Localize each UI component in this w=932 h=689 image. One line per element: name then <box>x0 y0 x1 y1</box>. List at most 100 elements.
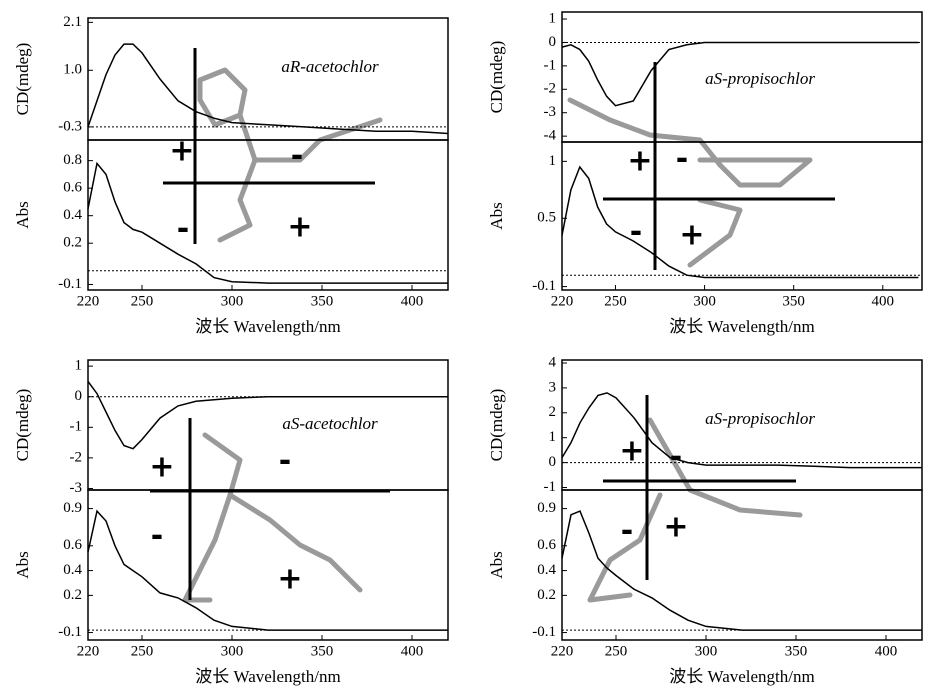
x-tick-label: 300 <box>221 643 244 659</box>
y-tick-label: 0.2 <box>63 235 82 251</box>
y-tick-label: -0.1 <box>58 624 82 640</box>
y-axis-label: CD(mdeg) <box>487 41 506 114</box>
y-tick-label: -0.1 <box>532 278 556 294</box>
x-tick-label: 300 <box>693 293 716 309</box>
chirality-sign: + <box>169 134 194 169</box>
x-tick-label: 350 <box>782 293 805 309</box>
molecule-label: aS-propisochlor <box>705 409 815 428</box>
y-tick-label: -0.1 <box>532 624 556 640</box>
chirality-sign: - <box>151 519 163 554</box>
spectrum-line <box>88 381 448 448</box>
x-tick-label: 220 <box>551 643 574 659</box>
y-tick-label: 1 <box>549 10 557 26</box>
y-tick-label: 0.8 <box>63 152 82 168</box>
y-tick-label: 2.1 <box>63 14 82 30</box>
spectrum-line <box>88 511 448 630</box>
spectrum-line <box>562 511 922 630</box>
x-axis-label: 波长 Wavelength/nm <box>669 667 814 686</box>
y-tick-label: 2 <box>549 404 557 420</box>
molecule <box>185 495 230 600</box>
x-tick-label: 350 <box>311 293 334 309</box>
y-axis-label: CD(mdeg) <box>487 389 506 462</box>
chirality-sign: + <box>277 562 302 597</box>
chirality-sign: + <box>619 434 644 469</box>
y-tick-label: 0.4 <box>537 562 556 578</box>
plot-frame <box>562 142 922 290</box>
x-tick-label: 400 <box>401 643 424 659</box>
y-axis-label: Abs <box>13 551 32 578</box>
chirality-sign: - <box>676 142 688 177</box>
y-axis-label: Abs <box>487 202 506 229</box>
x-tick-label: 250 <box>605 643 628 659</box>
x-tick-label: 250 <box>131 643 154 659</box>
y-tick-label: 0 <box>549 454 557 470</box>
y-tick-label: 1.0 <box>63 62 82 78</box>
x-axis-label: 波长 Wavelength/nm <box>669 317 814 336</box>
figure: 2.11.0-0.3CD(mdeg)aR-acetochlor+--+0.80.… <box>0 0 932 689</box>
spectrum-line <box>562 393 922 468</box>
chirality-sign: + <box>663 510 688 545</box>
molecule-label: aS-acetochlor <box>282 414 378 433</box>
y-tick-label: -0.3 <box>58 118 82 134</box>
y-tick-label: 0.5 <box>537 210 556 226</box>
y-tick-label: -3 <box>544 104 557 120</box>
y-axis-label: Abs <box>487 551 506 578</box>
y-tick-label: 4 <box>549 354 557 370</box>
x-tick-label: 300 <box>695 643 718 659</box>
y-axis-label: CD(mdeg) <box>13 389 32 462</box>
y-tick-label: -2 <box>544 81 557 97</box>
y-tick-label: 0.9 <box>537 500 556 516</box>
y-tick-label: 0.6 <box>63 537 82 553</box>
chirality-sign: + <box>679 218 704 253</box>
y-tick-label: 0.2 <box>537 587 556 603</box>
chirality-sign: - <box>291 139 303 174</box>
chirality-sign: + <box>149 450 174 485</box>
molecule <box>240 115 380 160</box>
plot-frame <box>88 18 448 140</box>
chirality-sign: - <box>177 212 189 247</box>
x-axis-label: 波长 Wavelength/nm <box>195 317 340 336</box>
chirality-sign: + <box>287 210 312 245</box>
x-tick-label: 250 <box>604 293 627 309</box>
molecule <box>220 160 255 240</box>
chirality-sign: - <box>279 444 291 479</box>
y-tick-label: 0 <box>75 388 83 404</box>
x-tick-label: 400 <box>875 643 898 659</box>
y-tick-label: -1 <box>70 419 83 435</box>
y-tick-label: -1 <box>544 57 557 73</box>
x-axis-label: 波长 Wavelength/nm <box>195 667 340 686</box>
x-tick-label: 300 <box>221 293 244 309</box>
y-tick-label: -3 <box>70 480 83 496</box>
x-tick-label: 220 <box>551 293 574 309</box>
chirality-sign: - <box>621 514 633 549</box>
chirality-sign: + <box>627 144 652 179</box>
x-tick-label: 400 <box>872 293 895 309</box>
x-tick-label: 400 <box>401 293 424 309</box>
y-tick-label: -4 <box>544 128 557 144</box>
y-tick-label: 0.2 <box>63 587 82 603</box>
plot-frame <box>88 360 448 490</box>
molecule-label: aS-propisochlor <box>705 69 815 88</box>
plot-frame <box>88 490 448 640</box>
x-tick-label: 350 <box>785 643 808 659</box>
y-axis-label: CD(mdeg) <box>13 43 32 116</box>
x-tick-label: 220 <box>77 643 100 659</box>
y-tick-label: 1 <box>549 153 557 169</box>
y-tick-label: 1 <box>75 358 83 374</box>
y-tick-label: -0.1 <box>58 276 82 292</box>
chirality-sign: - <box>670 440 682 475</box>
y-tick-label: 0.6 <box>63 180 82 196</box>
y-tick-label: -1 <box>544 479 557 495</box>
x-tick-label: 220 <box>77 293 100 309</box>
x-tick-label: 250 <box>131 293 154 309</box>
molecule-label: aR-acetochlor <box>281 57 379 76</box>
y-tick-label: 3 <box>549 379 557 395</box>
y-tick-label: 1 <box>549 429 557 445</box>
chirality-sign: - <box>630 215 642 250</box>
y-tick-label: 0.4 <box>63 207 82 223</box>
y-tick-label: 0.6 <box>537 537 556 553</box>
spectrum-line <box>88 163 448 283</box>
y-tick-label: -2 <box>70 449 83 465</box>
y-tick-label: 0.9 <box>63 500 82 516</box>
y-tick-label: 0 <box>549 34 557 50</box>
